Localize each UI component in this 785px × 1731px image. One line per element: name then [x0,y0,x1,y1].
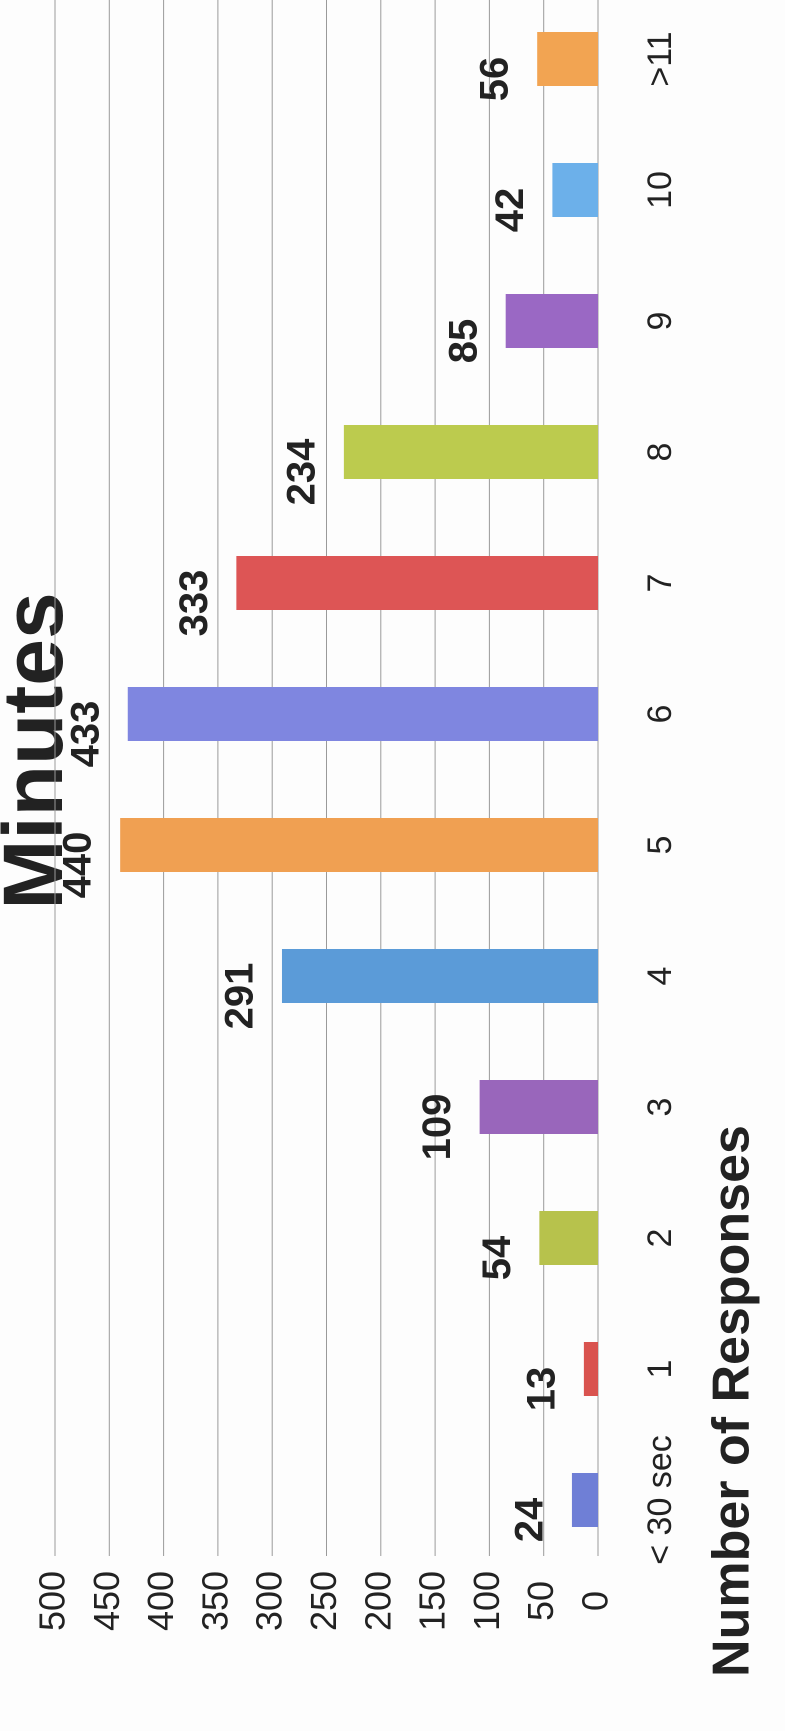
y-axis-title: Number of Responses [703,1125,761,1677]
value-label: 433 [63,701,107,768]
chart-title: Minutes [0,592,80,909]
value-label: 42 [488,188,532,233]
y-tick-label: 500 [32,1571,73,1631]
bar [236,556,598,610]
bar [583,1342,599,1396]
value-label: 291 [218,963,262,1030]
bar [343,425,598,479]
value-label: 24 [507,1497,551,1542]
y-tick-label: 150 [412,1571,453,1631]
y-tick-label: 100 [466,1571,507,1631]
y-tick-label: 300 [249,1571,290,1631]
y-tick-label: 350 [194,1571,235,1631]
value-label: 440 [56,832,100,899]
y-tick-label: 400 [140,1571,181,1631]
bar [537,32,599,86]
x-tick-label: >11 [641,31,679,86]
bar [571,1473,598,1527]
value-label: 13 [519,1367,563,1412]
bar [479,1080,599,1134]
x-tick-label: < 30 sec [641,1435,679,1564]
x-tick-label: 3 [641,1098,679,1117]
x-tick-label: 10 [641,171,679,209]
x-tick-label: 7 [641,574,679,593]
value-label: 85 [441,319,485,364]
x-tick-label: 2 [641,1229,679,1248]
bar [127,687,599,741]
value-label: 54 [475,1235,519,1280]
y-tick-label: 50 [520,1581,561,1621]
bar [539,1211,599,1265]
bar [552,163,598,217]
x-tick-label: 9 [641,312,679,331]
value-label: 109 [415,1094,459,1161]
x-tick-label: 8 [641,443,679,462]
x-tick-label: 6 [641,705,679,724]
bar [505,294,598,348]
chart-body: Minutes Number of Responses 0 50 100 150 200… [0,0,761,1677]
y-tick-label: 200 [357,1571,398,1631]
x-tick-label: 1 [641,1360,679,1379]
x-tick-label: 5 [641,836,679,855]
y-tick-label: 450 [86,1571,127,1631]
y-tick-label: 250 [303,1571,344,1631]
value-label: 333 [172,570,216,637]
x-tick-label: 4 [641,967,679,986]
bar [281,949,598,1003]
y-tick-label: 0 [575,1591,616,1611]
value-label: 234 [279,438,323,505]
value-label: 56 [473,57,517,102]
bar [120,818,598,872]
